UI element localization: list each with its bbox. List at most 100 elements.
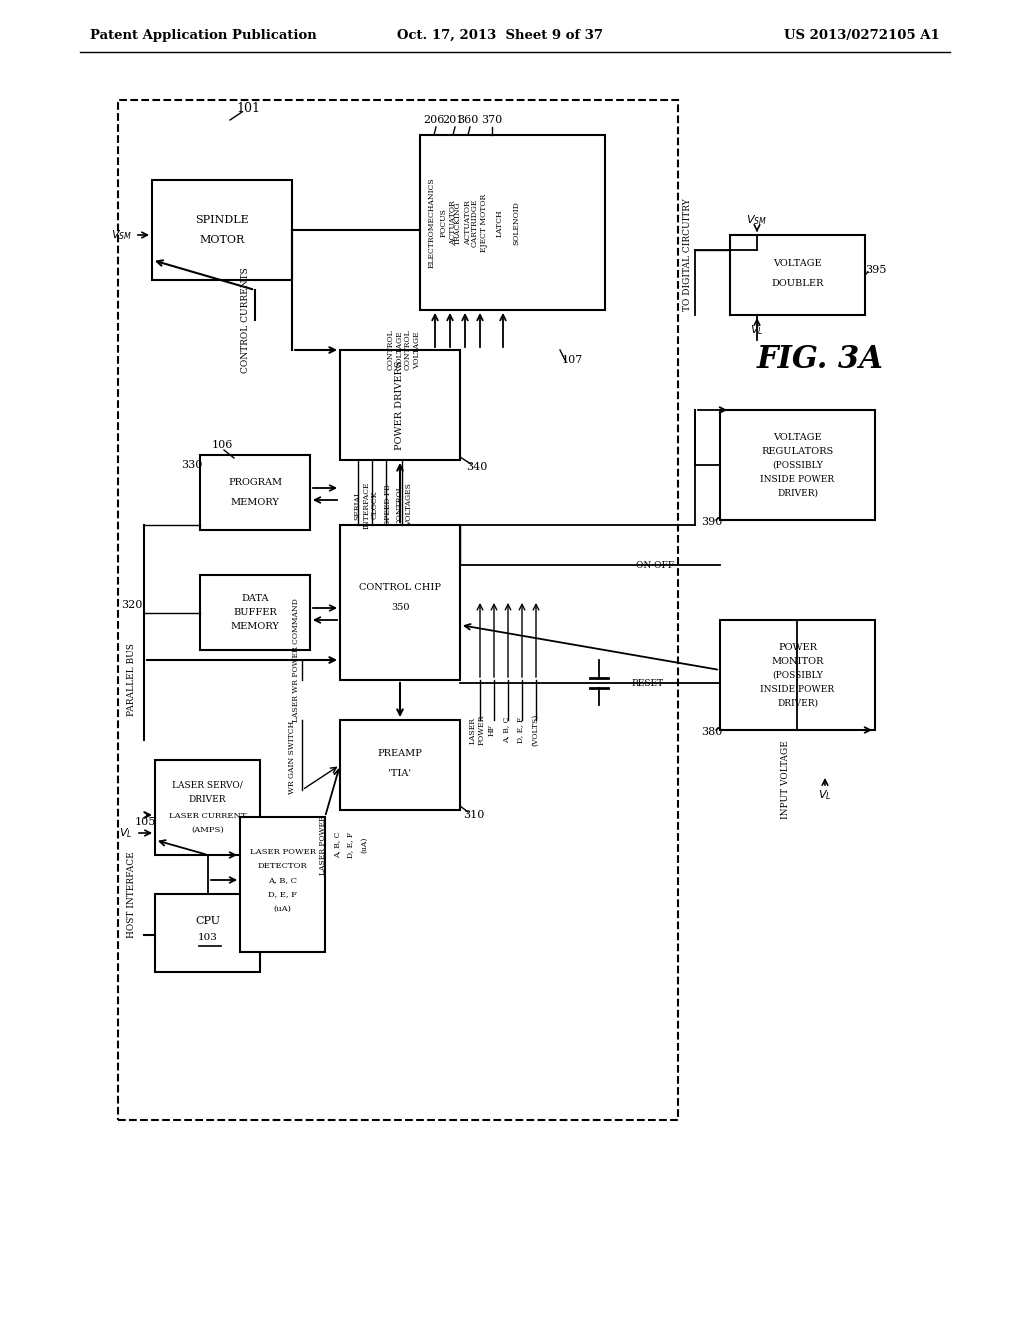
Text: ELECTROMECHANICS: ELECTROMECHANICS [428, 178, 436, 268]
Text: INSIDE POWER: INSIDE POWER [761, 685, 835, 693]
Text: 320: 320 [121, 601, 142, 610]
Text: 350: 350 [391, 603, 410, 612]
Text: (VOLTS): (VOLTS) [531, 714, 539, 746]
Text: BUFFER: BUFFER [233, 609, 276, 616]
FancyBboxPatch shape [730, 235, 865, 315]
Text: DRIVER: DRIVER [188, 795, 226, 804]
Text: 340: 340 [466, 462, 487, 473]
FancyBboxPatch shape [340, 719, 460, 810]
Text: 101: 101 [236, 102, 260, 115]
Text: LATCH: LATCH [496, 209, 504, 236]
Text: (AMPS): (AMPS) [191, 825, 224, 833]
FancyBboxPatch shape [155, 894, 260, 972]
Text: WR GAIN SWITCH: WR GAIN SWITCH [288, 721, 296, 793]
Text: 206: 206 [423, 115, 444, 125]
Text: LASER POWER: LASER POWER [250, 849, 315, 857]
FancyBboxPatch shape [720, 620, 874, 730]
Text: US 2013/0272105 A1: US 2013/0272105 A1 [784, 29, 940, 41]
Text: SOLENOID: SOLENOID [512, 201, 520, 246]
Text: ON OFF: ON OFF [636, 561, 674, 569]
FancyBboxPatch shape [420, 135, 605, 310]
Text: PARALLEL BUS: PARALLEL BUS [128, 644, 136, 717]
FancyBboxPatch shape [240, 817, 325, 952]
Text: INPUT VOLTAGE: INPUT VOLTAGE [780, 741, 790, 820]
Text: CONTROL
VOLTAGE: CONTROL VOLTAGE [386, 330, 403, 371]
Text: TRACKING
ACTUATOR: TRACKING ACTUATOR [455, 201, 472, 246]
Text: 370: 370 [481, 115, 503, 125]
Text: CPU: CPU [195, 916, 220, 927]
FancyBboxPatch shape [340, 525, 460, 680]
Text: DETECTOR: DETECTOR [258, 862, 307, 870]
Text: 103: 103 [198, 933, 217, 942]
Text: 107: 107 [561, 355, 583, 366]
Text: 106: 106 [211, 440, 232, 450]
Text: $V_L$: $V_L$ [119, 826, 133, 840]
FancyBboxPatch shape [152, 180, 292, 280]
Text: 201: 201 [442, 115, 464, 125]
Text: LASER CURRENT: LASER CURRENT [169, 812, 246, 820]
Text: 380: 380 [701, 727, 723, 737]
Text: D, E, F: D, E, F [516, 717, 524, 743]
Text: DRIVER): DRIVER) [777, 488, 818, 498]
Text: POWER: POWER [778, 643, 817, 652]
Text: HF: HF [488, 725, 496, 737]
FancyBboxPatch shape [155, 760, 260, 855]
Text: MEMORY: MEMORY [230, 498, 280, 507]
Text: $V_L$: $V_L$ [751, 323, 764, 337]
Text: A, B, C: A, B, C [333, 832, 341, 858]
Text: (POSSIBLY: (POSSIBLY [772, 461, 823, 470]
FancyBboxPatch shape [200, 455, 310, 531]
Text: LASER
POWER: LASER POWER [468, 715, 485, 746]
Text: (uA): (uA) [273, 904, 292, 912]
Text: MEMORY: MEMORY [230, 622, 280, 631]
Text: 390: 390 [701, 517, 723, 527]
Text: PREAMP: PREAMP [378, 748, 423, 758]
Text: FIG. 3A: FIG. 3A [757, 345, 884, 375]
Text: $V_L$: $V_L$ [818, 788, 831, 801]
Text: DRIVER): DRIVER) [777, 698, 818, 708]
Text: $V_{SM}$: $V_{SM}$ [746, 213, 768, 227]
Text: POWER DRIVERS: POWER DRIVERS [395, 360, 404, 450]
Text: CARTRIDGE
EJECT MOTOR: CARTRIDGE EJECT MOTOR [470, 194, 487, 252]
Text: LASER WR POWER COMMAND: LASER WR POWER COMMAND [292, 598, 300, 722]
Text: INSIDE POWER: INSIDE POWER [761, 474, 835, 483]
Text: SPINDLE: SPINDLE [196, 215, 249, 224]
Text: (uA): (uA) [360, 837, 368, 853]
Text: FOCUS
ACTUATOR: FOCUS ACTUATOR [439, 201, 457, 246]
Text: 360: 360 [458, 115, 478, 125]
Text: LASER POWER: LASER POWER [319, 816, 327, 875]
Text: Patent Application Publication: Patent Application Publication [90, 29, 316, 41]
FancyBboxPatch shape [340, 350, 460, 459]
Text: PROGRAM: PROGRAM [228, 478, 282, 487]
Text: CONTROL CHIP: CONTROL CHIP [359, 583, 441, 591]
FancyBboxPatch shape [720, 411, 874, 520]
Text: VOLTAGE: VOLTAGE [773, 259, 822, 268]
Text: D, E, F: D, E, F [346, 832, 354, 858]
Text: $V_{SM}$: $V_{SM}$ [112, 228, 132, 242]
Text: MOTOR: MOTOR [200, 235, 245, 246]
Text: HOST INTERFACE: HOST INTERFACE [128, 851, 136, 939]
Text: CONTROL
VOLTAGE: CONTROL VOLTAGE [403, 330, 421, 371]
Text: A, B, C: A, B, C [268, 876, 297, 884]
Text: 395: 395 [865, 265, 887, 275]
Text: 105: 105 [134, 817, 156, 828]
Text: VOLTAGE: VOLTAGE [773, 433, 822, 441]
Text: 310: 310 [463, 810, 484, 820]
Text: DOUBLER: DOUBLER [771, 279, 823, 288]
Text: MONITOR: MONITOR [771, 656, 823, 665]
Text: CONTROL CURRENTS: CONTROL CURRENTS [241, 267, 250, 372]
Text: A, B, C: A, B, C [502, 717, 510, 743]
Text: SPEED FB: SPEED FB [384, 484, 392, 525]
Text: 'TIA': 'TIA' [388, 768, 412, 777]
FancyBboxPatch shape [200, 576, 310, 649]
Text: D, E, F: D, E, F [268, 891, 297, 899]
Text: 330: 330 [181, 459, 203, 470]
Text: (POSSIBLY: (POSSIBLY [772, 671, 823, 680]
Text: TO DIGITAL CIRCUITRY: TO DIGITAL CIRCUITRY [683, 198, 692, 312]
Text: Oct. 17, 2013  Sheet 9 of 37: Oct. 17, 2013 Sheet 9 of 37 [397, 29, 603, 41]
Text: REGULATORS: REGULATORS [762, 446, 834, 455]
Text: CONTROL
VOLTAGES: CONTROL VOLTAGES [395, 483, 413, 527]
Text: LASER SERVO/: LASER SERVO/ [172, 781, 243, 789]
Text: DATA: DATA [242, 594, 268, 603]
Text: CLOCK: CLOCK [371, 491, 379, 519]
